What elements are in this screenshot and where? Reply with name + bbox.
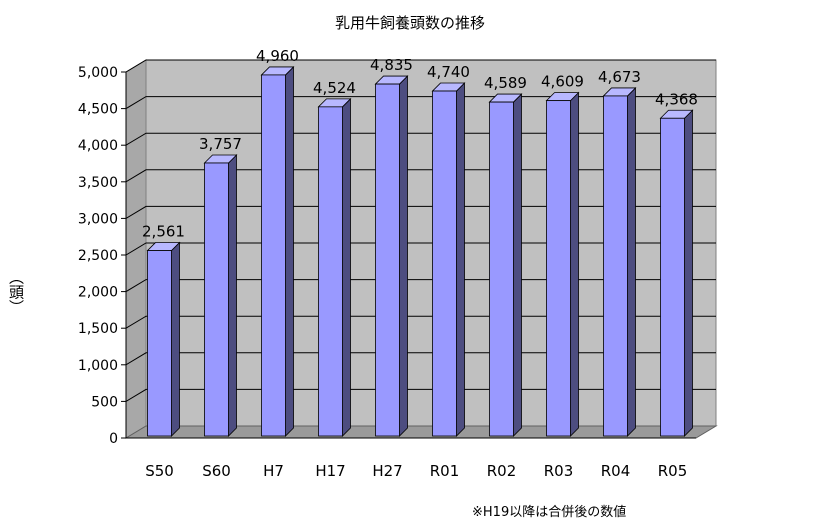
y-tick-label: 500 <box>91 394 118 410</box>
bar-front <box>660 117 685 437</box>
gridlines <box>125 59 716 402</box>
y-tick-label: 2,000 <box>78 285 118 301</box>
bar-front <box>546 100 571 437</box>
gridline <box>125 205 716 219</box>
value-label: 4,673 <box>598 68 641 86</box>
bar-side <box>513 93 522 437</box>
value-labels: 2,561 3,757 4,960 4,524 4,835 4,740 4,589 4,609… <box>142 47 698 241</box>
x-tick-label: R02 <box>487 462 517 480</box>
value-label: 2,561 <box>142 223 185 241</box>
y-tick-label: 1,500 <box>78 321 118 337</box>
bar-S60 <box>203 154 238 437</box>
bar-S50 <box>146 241 181 437</box>
bar-R01 <box>431 82 466 437</box>
gridline <box>125 279 716 293</box>
value-label: 4,524 <box>313 79 356 97</box>
bar-front <box>261 74 286 437</box>
bar-side <box>399 75 408 437</box>
y-tick-label: 2,500 <box>78 248 118 264</box>
chart-title: 乳用牛飼養頭数の推移 <box>335 14 485 32</box>
bar-front <box>147 250 172 437</box>
value-label: 4,835 <box>370 56 413 74</box>
bar-R04 <box>602 86 637 437</box>
bar-front <box>204 162 229 437</box>
gridline <box>125 132 716 146</box>
gridline <box>125 59 716 73</box>
bar-front <box>318 106 343 437</box>
y-tick-label: 1,000 <box>78 358 118 374</box>
x-tick-label: H27 <box>372 462 402 480</box>
gridline <box>125 242 716 256</box>
bar-side <box>228 154 237 437</box>
y-tick-label: 4,000 <box>78 138 118 154</box>
y-tick-label: 3,500 <box>78 175 118 191</box>
value-label: 4,609 <box>541 73 584 91</box>
value-label: 4,740 <box>427 63 470 81</box>
bar-R05 <box>659 109 694 437</box>
bar-R02 <box>488 93 523 437</box>
x-tick-label: R01 <box>430 462 460 480</box>
bar-front <box>375 83 400 437</box>
bar-H7 <box>260 65 295 437</box>
bar-front <box>489 101 514 437</box>
footnote: ※H19以降は合併後の数値 <box>472 504 626 520</box>
bars <box>146 65 694 437</box>
value-label: 3,757 <box>199 135 242 153</box>
bar-side <box>627 86 636 437</box>
y-axis: 0 500 1,000 1,500 2,000 2,500 3,000 3,500 4,000 4… <box>78 65 696 447</box>
x-tick-label: R03 <box>544 462 574 480</box>
x-tick-label: H7 <box>263 462 284 480</box>
gridline <box>125 169 716 183</box>
bar-front <box>432 90 457 437</box>
x-tick-label: H17 <box>315 462 345 480</box>
x-axis-categories: S50 S60 H7 H17 H27 R01 R02 R03 R04 R05 <box>145 462 687 480</box>
bar-H27 <box>374 75 409 437</box>
gridline <box>125 388 716 402</box>
value-label: 4,960 <box>256 47 299 65</box>
y-tick-label: 0 <box>109 431 118 447</box>
x-tick-label: R05 <box>658 462 688 480</box>
gridline <box>125 352 716 366</box>
x-tick-label: S60 <box>202 462 231 480</box>
x-tick-label: S50 <box>145 462 174 480</box>
bar-H17 <box>317 97 352 437</box>
y-tick-label: 4,500 <box>78 102 118 118</box>
x-tick-label: R04 <box>601 462 631 480</box>
value-label: 4,368 <box>655 90 698 108</box>
y-tick-label: 3,000 <box>78 211 118 227</box>
gridline <box>125 96 716 110</box>
bar-R03 <box>545 91 580 437</box>
y-tick-label: 5,000 <box>78 65 118 81</box>
gridline <box>125 315 716 329</box>
bar-side <box>171 241 180 437</box>
y-axis-label: （頭） <box>7 270 25 315</box>
value-label: 4,589 <box>484 74 527 92</box>
bar-side <box>684 109 693 437</box>
bar-front <box>603 95 628 437</box>
bar-side <box>570 91 579 437</box>
bar-side <box>285 65 294 437</box>
bar-side <box>342 97 351 437</box>
bar-side <box>456 82 465 437</box>
